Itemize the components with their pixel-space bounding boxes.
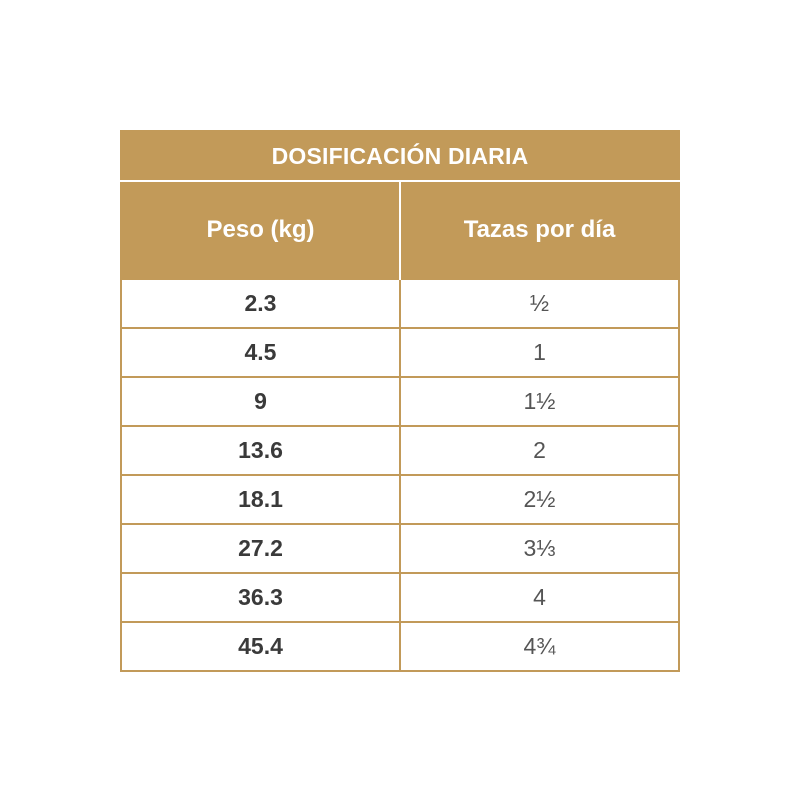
- table-row: 9 1½: [121, 376, 679, 426]
- weight-cell: 18.1: [121, 474, 401, 524]
- title-row: DOSIFICACIÓN DIARIA: [121, 131, 679, 182]
- weight-cell: 2.3: [121, 278, 401, 328]
- weight-cell: 27.2: [121, 523, 401, 573]
- weight-cell: 9: [121, 376, 401, 426]
- cups-cell: 1½: [400, 376, 679, 426]
- weight-cell: 45.4: [121, 621, 401, 671]
- header-row: Peso (kg) Tazas por día: [121, 181, 679, 279]
- table-row: 2.3 ½: [121, 278, 679, 328]
- header-weight: Peso (kg): [121, 181, 401, 279]
- table-row: 27.2 3⅓: [121, 523, 679, 573]
- cups-cell: ½: [400, 278, 679, 328]
- dosage-table: DOSIFICACIÓN DIARIA Peso (kg) Tazas por …: [120, 130, 680, 672]
- cups-cell: 4¾: [400, 621, 679, 671]
- cups-cell: 2: [400, 425, 679, 475]
- weight-cell: 13.6: [121, 425, 401, 475]
- header-cups: Tazas por día: [400, 181, 679, 279]
- weight-cell: 4.5: [121, 327, 401, 377]
- table-row: 4.5 1: [121, 327, 679, 377]
- cups-cell: 3⅓: [400, 523, 679, 573]
- table-row: 13.6 2: [121, 425, 679, 475]
- cups-cell: 4: [400, 572, 679, 622]
- table-title: DOSIFICACIÓN DIARIA: [121, 131, 679, 182]
- cups-cell: 2½: [400, 474, 679, 524]
- table-row: 36.3 4: [121, 572, 679, 622]
- table-row: 45.4 4¾: [121, 621, 679, 671]
- weight-cell: 36.3: [121, 572, 401, 622]
- cups-cell: 1: [400, 327, 679, 377]
- table-row: 18.1 2½: [121, 474, 679, 524]
